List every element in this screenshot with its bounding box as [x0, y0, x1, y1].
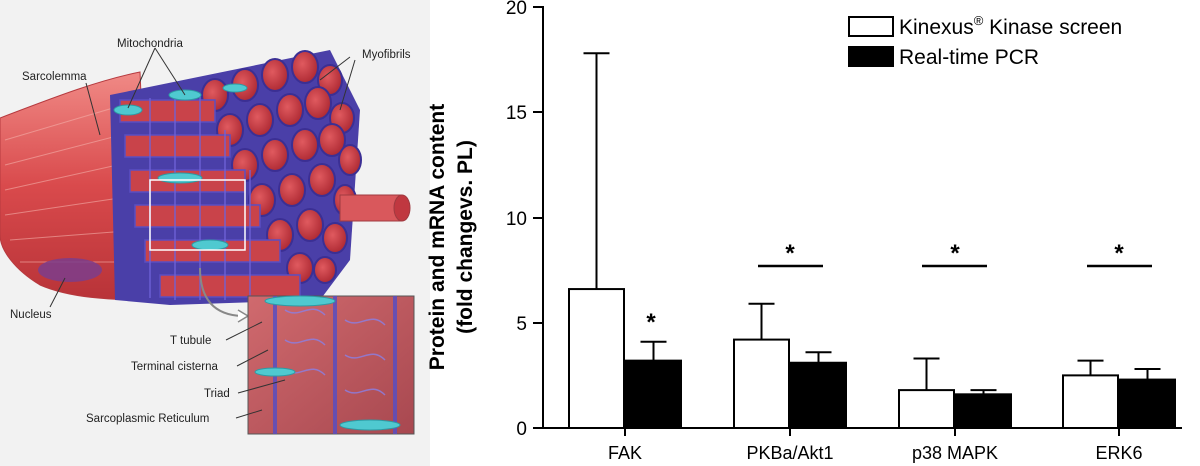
bar-pcr-fak — [625, 359, 682, 430]
inset-detail — [247, 295, 415, 435]
y-axis-label: Protein and mRNA content (fold changevs.… — [426, 104, 477, 370]
label-t-tubule: T tubule — [170, 335, 211, 347]
bar-chart: Protein and mRNA content (fold changevs.… — [426, 0, 1182, 463]
y-tick-label-15: 15 — [506, 103, 527, 124]
y-tick-marks — [533, 6, 543, 429]
x-tick-marks — [624, 428, 1120, 436]
bar-kinexus-p38-mapk — [898, 389, 955, 429]
category-label-p38-mapk: p38 MAPK — [912, 443, 998, 463]
bar-pcr-erk6 — [1119, 378, 1176, 429]
y-tick-label-0: 0 — [516, 419, 527, 440]
bar-kinexus-fak — [568, 288, 625, 429]
y-tick-label-20: 20 — [506, 0, 527, 19]
category-label-fak: FAK — [608, 443, 642, 463]
significance-star-erk6: * — [1114, 240, 1124, 267]
legend-label-kinexus: Kinexus® Kinase screen — [899, 13, 1122, 39]
legend: Kinexus® Kinase screen Real-time PCR — [848, 13, 1122, 69]
legend-label-pcr: Real-time PCR — [899, 46, 1039, 69]
significance-star-fak: * — [646, 309, 656, 336]
zoom-arrow — [199, 267, 243, 317]
bar-pcr-p38-mapk — [955, 393, 1012, 430]
y-axis-label-line1: Protein and mRNA content — [426, 104, 449, 370]
legend-swatch-pcr — [848, 46, 894, 67]
label-myofibrils: Myofibrils — [362, 49, 411, 61]
y-tick-label-5: 5 — [516, 314, 527, 335]
myofibril-sides — [119, 99, 301, 298]
legend-kinexus-rest: Kinase screen — [983, 16, 1122, 39]
category-label-erk6: ERK6 — [1095, 443, 1142, 463]
label-nucleus: Nucleus — [10, 309, 52, 321]
bars-group — [568, 52, 1176, 430]
nucleus-shape — [38, 258, 102, 282]
legend-kinexus-name: Kinexus — [899, 16, 974, 39]
bar-kinexus-erk6 — [1062, 374, 1119, 429]
legend-kinexus-sup: ® — [974, 13, 984, 28]
bar-kinexus-pkb-akt1 — [733, 338, 790, 429]
single-myofibril — [339, 194, 411, 222]
y-axis-label-line2: (fold changevs. PL) — [454, 140, 477, 334]
label-sarcolemma: Sarcolemma — [22, 71, 87, 83]
label-terminal-cisterna: Terminal cisterna — [131, 361, 219, 373]
significance-star-p38: * — [950, 240, 960, 267]
label-sarcoplasmic-reticulum: Sarcoplasmic Reticulum — [86, 413, 209, 425]
significance-star-pkb: * — [785, 240, 795, 267]
label-leader-lines — [49, 47, 356, 419]
myofibril-ends — [201, 50, 362, 284]
category-label-pkb-akt1: PKBa/Akt1 — [746, 443, 833, 463]
label-mitochondria: Mitochondria — [117, 38, 183, 50]
label-triad: Triad — [204, 388, 230, 400]
zoom-box — [149, 179, 246, 251]
legend-swatch-kinexus — [848, 16, 894, 37]
y-tick-label-10: 10 — [506, 209, 527, 230]
muscle-illustration: Sarcolemma Mitochondria Myofibrils Nucle… — [0, 0, 430, 466]
bar-pcr-pkb-akt1 — [790, 361, 847, 429]
